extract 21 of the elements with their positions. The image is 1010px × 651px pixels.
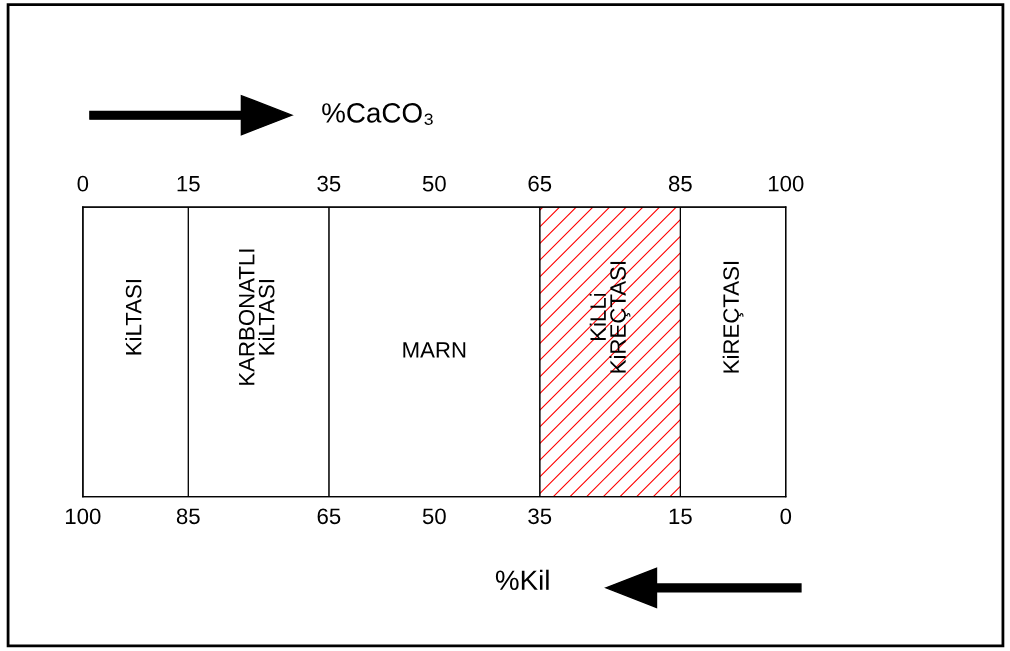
x-tick-label: 15	[669, 508, 692, 525]
series-label: KARBONATLI KiLTASI	[238, 249, 275, 385]
x2-tick-label: 50	[422, 175, 446, 192]
x2-tick-label: 100	[768, 175, 804, 192]
x2-tick-label: 15	[177, 176, 200, 192]
series-label: KiLTASI	[125, 280, 142, 355]
x2-tick-label: 0	[77, 175, 89, 192]
x2-axis-title: %CaCO₃	[322, 103, 433, 125]
x2-tick-label: 35	[317, 175, 341, 192]
x-tick-label: 50	[422, 508, 446, 525]
series-label: MARN	[403, 342, 466, 358]
series-label: KiREÇTASI	[722, 261, 744, 373]
x-tick-label: 65	[317, 508, 341, 525]
series-label: KiLLi KiREÇTASI	[589, 261, 631, 373]
x-tick-label: 100	[65, 508, 101, 525]
x-axis-title: %Kil	[495, 569, 549, 590]
x-tick-label: 35	[528, 508, 552, 525]
x-tick-label: 0	[780, 508, 792, 525]
x-tick-label: 85	[176, 508, 200, 525]
x2-tick-label: 65	[528, 175, 552, 192]
x2-tick-label: 85	[668, 175, 692, 192]
